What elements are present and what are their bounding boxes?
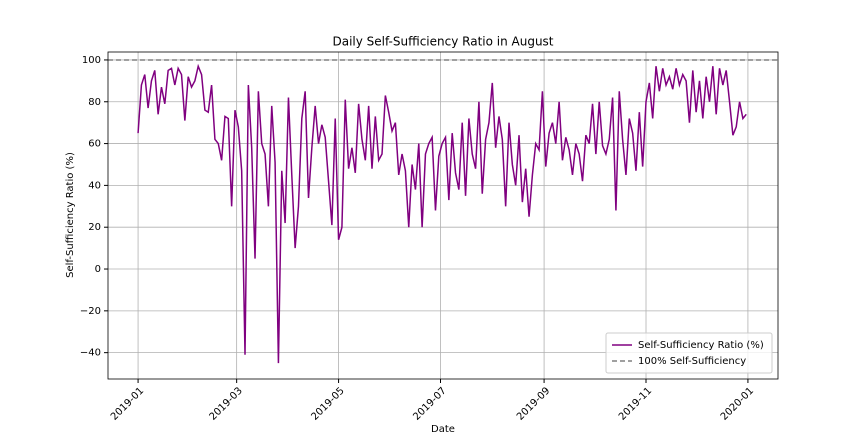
x-tick-label: 2019-09: [515, 385, 552, 422]
x-axis-label: Date: [431, 424, 455, 432]
x-tick-label: 2019-11: [617, 385, 654, 422]
x-tick-label: 2020-01: [719, 385, 756, 422]
legend-box: [605, 332, 773, 374]
data-line: [137, 63, 747, 364]
y-tick-label: 60: [88, 139, 101, 150]
y-tick-label: −40: [80, 348, 101, 359]
plot-frame: [107, 51, 779, 380]
chart-title: Daily Self-Sufficiency Ratio in August: [332, 35, 553, 49]
x-tick-label: 2019-01: [109, 385, 146, 422]
y-tick-label: 40: [88, 180, 101, 191]
legend-label: 100% Self-Sufficiency: [638, 356, 746, 367]
y-tick-label: 100: [82, 55, 101, 66]
y-tick-label: 20: [88, 222, 101, 233]
y-axis-label: Self-Sufficiency Ratio (%): [65, 152, 76, 278]
x-tick-label: 2019-03: [208, 385, 245, 422]
y-tick-label: 80: [88, 97, 101, 108]
x-tick-label: 2019-05: [309, 385, 346, 422]
legend-label: Self-Sufficiency Ratio (%): [638, 340, 764, 351]
x-tick-label: 2019-07: [411, 385, 448, 422]
y-tick-label: 0: [95, 264, 101, 275]
y-tick-label: −20: [80, 306, 101, 317]
